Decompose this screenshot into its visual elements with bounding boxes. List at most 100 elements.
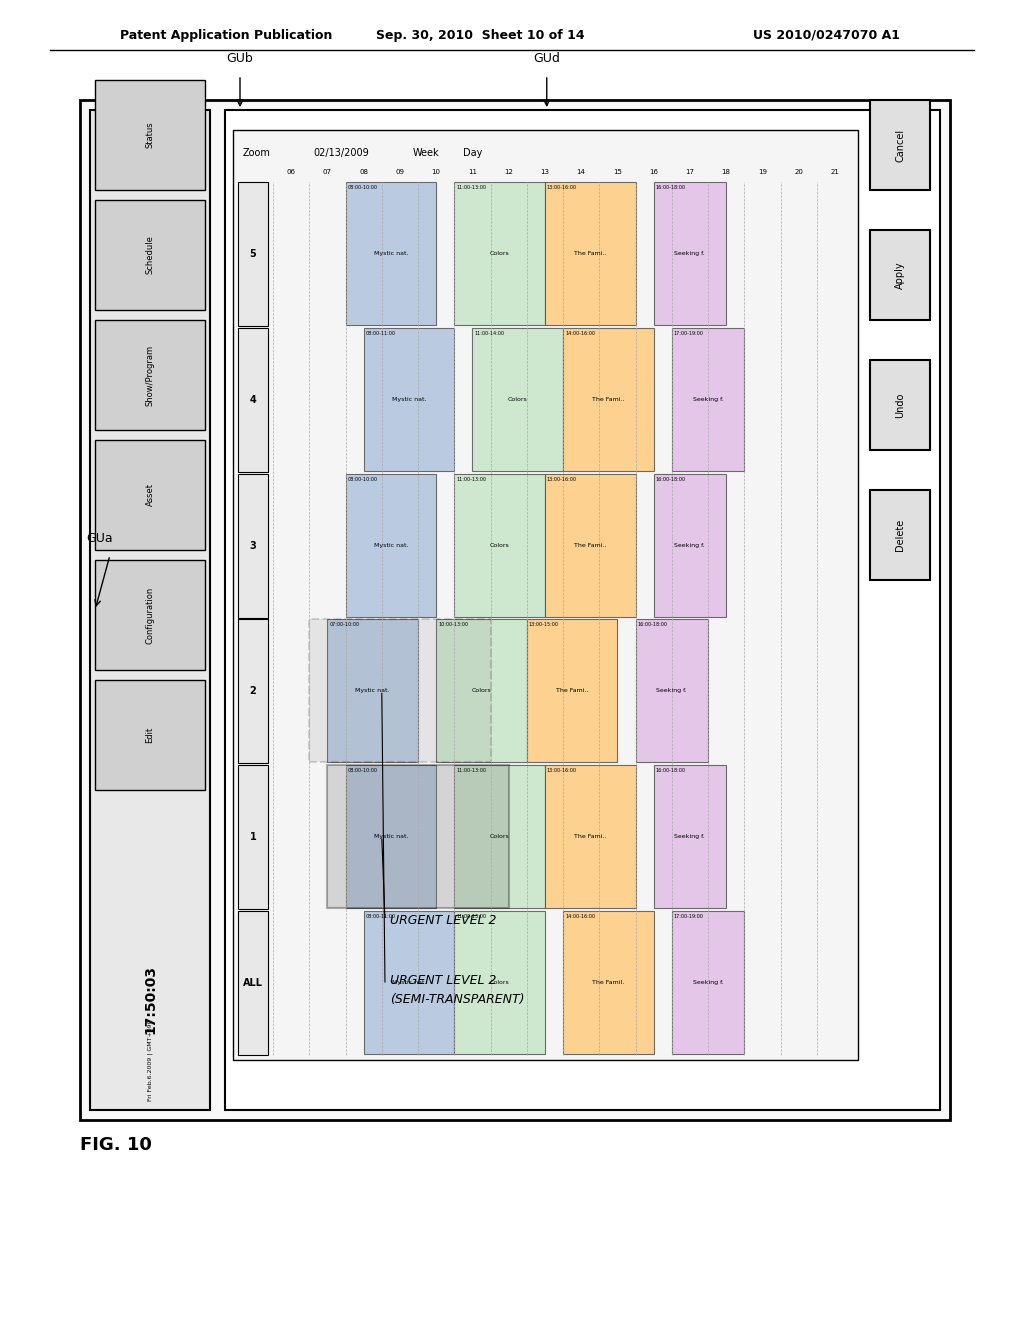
Text: 16:00-18:00: 16:00-18:00 (638, 623, 668, 627)
Text: 11:00-13:00: 11:00-13:00 (457, 185, 486, 190)
Text: 17:50:03: 17:50:03 (143, 965, 157, 1035)
Text: GUd: GUd (534, 51, 560, 65)
Text: 17:00-19:00: 17:00-19:00 (674, 331, 703, 335)
Text: 11:00-13:00: 11:00-13:00 (457, 915, 486, 919)
Bar (653, 766, 726, 908)
Bar (364, 911, 455, 1053)
Text: 02/13/2009: 02/13/2009 (313, 148, 369, 158)
Text: 07: 07 (323, 169, 332, 176)
Text: The Fami..: The Fami.. (573, 251, 606, 256)
Text: 13:00-16:00: 13:00-16:00 (547, 477, 577, 482)
Text: Sep. 30, 2010  Sheet 10 of 14: Sep. 30, 2010 Sheet 10 of 14 (376, 29, 585, 41)
Text: Schedule: Schedule (145, 235, 155, 275)
Text: 11:00-14:00: 11:00-14:00 (474, 331, 505, 335)
Text: 16: 16 (649, 169, 658, 176)
Bar (328, 619, 418, 763)
Text: Mystic nat.: Mystic nat. (374, 543, 408, 548)
Text: Day: Day (463, 148, 482, 158)
Bar (870, 230, 930, 319)
Text: 08:00-10:00: 08:00-10:00 (347, 768, 378, 774)
Text: ALL: ALL (243, 978, 263, 989)
Text: Delete: Delete (895, 519, 905, 552)
Text: 08:00-11:00: 08:00-11:00 (366, 915, 395, 919)
Text: Apply: Apply (895, 261, 905, 289)
Text: URGENT LEVEL 2: URGENT LEVEL 2 (390, 913, 497, 927)
Bar (545, 766, 636, 908)
Bar (225, 110, 940, 1110)
Text: 20: 20 (795, 169, 803, 176)
Bar (238, 766, 268, 909)
Bar (455, 766, 545, 908)
Text: (SEMI-TRANSPARENT): (SEMI-TRANSPARENT) (390, 994, 524, 1006)
Text: Seeking f.: Seeking f. (675, 834, 706, 840)
Bar (95, 201, 205, 310)
Text: Mystic nat.: Mystic nat. (374, 834, 408, 840)
Text: The Fami..: The Fami.. (592, 397, 625, 401)
Text: Seeking f.: Seeking f. (675, 251, 706, 256)
Text: 16:00-18:00: 16:00-18:00 (655, 477, 686, 482)
Text: Configuration: Configuration (145, 586, 155, 644)
Text: 4: 4 (250, 395, 256, 405)
Text: Zoom: Zoom (243, 148, 271, 158)
Bar (653, 182, 726, 325)
Text: 13:00-16:00: 13:00-16:00 (547, 185, 577, 190)
Bar (238, 327, 268, 471)
Bar (653, 474, 726, 616)
Text: 11: 11 (468, 169, 477, 176)
Bar (95, 680, 205, 789)
Text: 08:00-11:00: 08:00-11:00 (366, 331, 395, 335)
Bar (233, 129, 858, 1060)
Bar (95, 440, 205, 550)
Text: The Fami..: The Fami.. (573, 543, 606, 548)
Text: 14:00-16:00: 14:00-16:00 (565, 915, 595, 919)
Text: GUb: GUb (226, 51, 253, 65)
Text: GUa: GUa (87, 532, 114, 545)
Text: 13:00-15:00: 13:00-15:00 (528, 623, 559, 627)
Text: Mystic nat.: Mystic nat. (355, 689, 390, 693)
Bar (436, 619, 526, 763)
Text: Seeking f.: Seeking f. (675, 543, 706, 548)
Bar (95, 560, 205, 671)
Bar (238, 182, 268, 326)
Text: The Famil.: The Famil. (592, 979, 625, 985)
Text: Seeking f.: Seeking f. (656, 689, 687, 693)
Bar (95, 81, 205, 190)
Bar (545, 182, 636, 325)
Text: 10:00-13:00: 10:00-13:00 (438, 623, 468, 627)
Text: 2: 2 (250, 686, 256, 697)
Text: 3: 3 (250, 541, 256, 550)
Bar (345, 182, 436, 325)
Text: Undo: Undo (895, 392, 905, 417)
Text: 13:00-16:00: 13:00-16:00 (547, 768, 577, 774)
Text: 16:00-18:00: 16:00-18:00 (655, 768, 686, 774)
Text: Cancel: Cancel (895, 128, 905, 161)
Text: 08:00-10:00: 08:00-10:00 (347, 185, 378, 190)
Text: 18: 18 (722, 169, 731, 176)
Text: URGENT LEVEL 2: URGENT LEVEL 2 (390, 974, 497, 986)
Text: 5: 5 (250, 249, 256, 259)
Bar (309, 619, 490, 763)
Text: 09: 09 (395, 169, 404, 176)
Bar (545, 474, 636, 616)
Text: Status: Status (145, 121, 155, 148)
Text: Week: Week (413, 148, 439, 158)
Text: 08: 08 (359, 169, 368, 176)
Text: Colors: Colors (472, 689, 492, 693)
Text: 06: 06 (287, 169, 296, 176)
Text: Mystic nat.: Mystic nat. (374, 251, 408, 256)
Text: 1: 1 (250, 832, 256, 842)
Text: Show/Program: Show/Program (145, 345, 155, 405)
Text: 17:00-19:00: 17:00-19:00 (674, 915, 703, 919)
Text: Seeking f.: Seeking f. (692, 397, 723, 401)
Bar (870, 360, 930, 450)
Text: Mystic nat.: Mystic nat. (392, 979, 426, 985)
Text: Mystic nat.: Mystic nat. (392, 397, 426, 401)
Bar (80, 100, 950, 1119)
Bar (563, 327, 653, 471)
Bar (345, 474, 436, 616)
Text: Colors: Colors (508, 397, 527, 401)
Text: 10: 10 (432, 169, 440, 176)
Bar (345, 766, 436, 908)
Text: 11:00-13:00: 11:00-13:00 (457, 768, 486, 774)
Text: Colors: Colors (489, 543, 509, 548)
